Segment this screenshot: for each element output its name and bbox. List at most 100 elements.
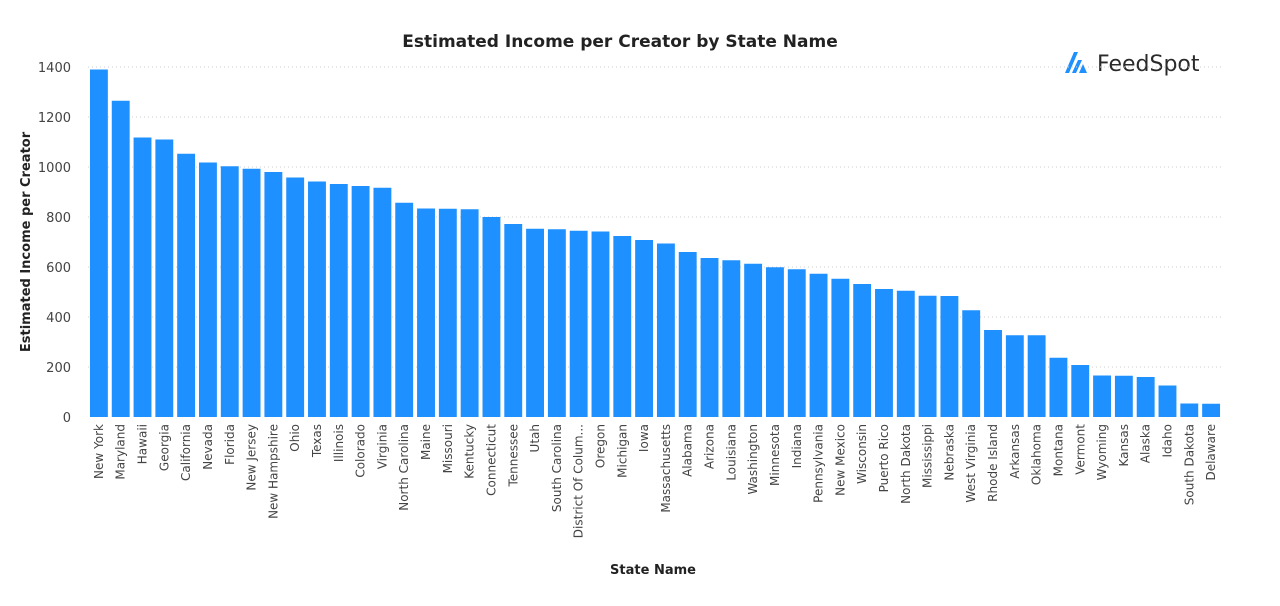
bar (875, 289, 893, 417)
bar (613, 236, 632, 417)
bar (656, 243, 675, 417)
bar (264, 172, 283, 417)
y-tick-label: 1000 (38, 161, 71, 176)
bar (373, 187, 392, 417)
bar (220, 166, 239, 417)
y-tick-label: 0 (63, 411, 71, 426)
x-tick-label: Wisconsin (855, 424, 869, 484)
y-tick-label: 1400 (38, 61, 71, 76)
bar (962, 310, 981, 417)
bar (482, 217, 501, 417)
y-tick-label: 400 (46, 311, 71, 326)
bar (1158, 385, 1177, 417)
bar (504, 224, 523, 417)
x-tick-label: Oregon (593, 424, 607, 468)
bar (787, 269, 806, 417)
y-axis-title: Estimated Income per Creator (19, 131, 34, 352)
x-tick-label: Delaware (1204, 424, 1218, 481)
x-tick-label: Louisiana (724, 424, 738, 481)
bar (438, 208, 457, 417)
x-tick-label: Ohio (288, 424, 302, 452)
bar (569, 230, 588, 417)
bar (853, 284, 872, 417)
chart-title: Estimated Income per Creator by State Na… (402, 32, 837, 52)
x-tick-label: Tennessee (506, 424, 520, 488)
bar (744, 263, 763, 417)
x-tick-label: Florida (223, 424, 237, 465)
x-tick-label: New Jersey (245, 424, 259, 491)
x-tick-label: Missouri (441, 424, 455, 473)
bar (918, 295, 937, 417)
bar (460, 209, 479, 417)
bar (1049, 357, 1068, 417)
x-axis-title: State Name (610, 563, 696, 578)
y-tick-label: 600 (46, 261, 71, 276)
x-tick-label: Nebraska (942, 424, 956, 481)
bar (766, 267, 784, 417)
bar (809, 273, 828, 417)
x-tick-label: Pennsylvania (812, 424, 826, 503)
bar (940, 296, 959, 417)
bar (351, 186, 370, 417)
x-tick-label: District Of Colum... (572, 424, 586, 538)
bar (984, 330, 1002, 417)
x-tick-label: New Mexico (833, 424, 847, 496)
feedspot-logo-icon (1065, 52, 1087, 73)
bar (591, 231, 610, 417)
bar (155, 139, 174, 417)
x-tick-label: Idaho (1160, 424, 1174, 457)
bar (1005, 335, 1024, 417)
x-tick-label: Wyoming (1095, 424, 1109, 480)
x-tick-label: Kansas (1117, 424, 1131, 466)
x-tick-label: North Carolina (397, 424, 411, 511)
bar (700, 258, 719, 417)
x-tick-label: Mississippi (921, 424, 935, 488)
bar (286, 177, 305, 417)
brand-logo: FeedSpot (1065, 52, 1200, 77)
x-tick-label: Connecticut (484, 424, 498, 496)
bar (395, 202, 414, 417)
x-tick-label: California (179, 424, 193, 481)
x-tick-label: Iowa (637, 424, 651, 452)
x-tick-label: Washington (746, 424, 760, 495)
x-tick-label: Illinois (332, 424, 346, 462)
bar (678, 252, 697, 417)
bar (1180, 403, 1199, 417)
x-tick-label: New York (92, 424, 106, 479)
bar (896, 290, 915, 417)
y-axis-ticks: 0 200 400 600 800 1000 1200 1400 (38, 61, 71, 426)
x-tick-label: Arkansas (1008, 424, 1022, 479)
x-tick-label: Nevada (201, 424, 215, 470)
x-tick-label: Maine (419, 424, 433, 460)
x-tick-label: Massachusetts (659, 424, 673, 513)
x-tick-label: Texas (310, 424, 324, 458)
x-tick-label: South Carolina (550, 424, 564, 512)
bar (1202, 403, 1221, 417)
x-tick-label: Alabama (681, 424, 695, 477)
bar (199, 162, 217, 417)
x-axis-ticks: New York Maryland Hawaii Georgia California N… (92, 424, 1218, 538)
bars (89, 69, 1221, 417)
bar (133, 137, 152, 417)
bar (1114, 375, 1133, 417)
bar (329, 184, 348, 417)
bar (547, 229, 566, 417)
x-tick-label: Virginia (375, 424, 389, 469)
x-tick-label: Utah (528, 424, 542, 452)
bar (831, 278, 850, 417)
bar (308, 181, 326, 417)
x-tick-label: Alaska (1139, 424, 1153, 463)
bar (242, 168, 261, 417)
bar (526, 228, 544, 417)
y-tick-label: 200 (46, 361, 71, 376)
brand-name: FeedSpot (1097, 52, 1200, 77)
bar (89, 69, 108, 417)
bar (1136, 377, 1155, 417)
y-tick-label: 800 (46, 211, 71, 226)
x-tick-label: Michigan (615, 424, 629, 478)
x-tick-label: New Hampshire (266, 424, 280, 519)
x-tick-label: Maryland (114, 424, 128, 480)
bar (1027, 335, 1046, 417)
x-tick-label: Vermont (1073, 424, 1087, 475)
